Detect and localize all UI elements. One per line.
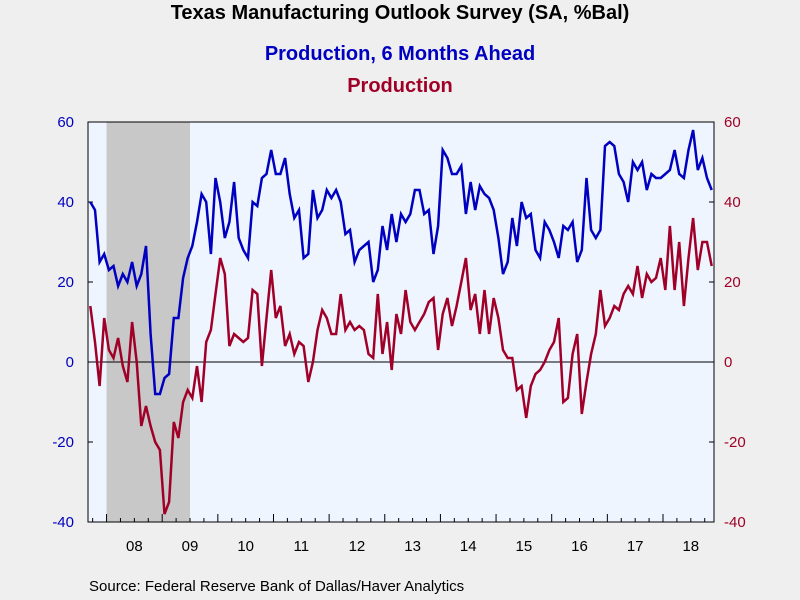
y-tick-label-left: 20 [57, 274, 74, 291]
y-tick-label-right: 40 [724, 194, 741, 211]
x-tick-label: 12 [349, 538, 366, 555]
y-tick-label-right: -20 [724, 434, 746, 451]
x-tick-label: 09 [182, 538, 199, 555]
x-tick-label: 11 [294, 538, 310, 555]
x-tick-label: 10 [237, 538, 254, 555]
plot-frame [87, 121, 715, 523]
x-tick-label: 08 [126, 538, 143, 555]
y-tick-label-right: 20 [724, 274, 741, 291]
x-tick-label: 17 [627, 538, 644, 555]
y-tick-label-right: 60 [724, 114, 741, 131]
source-note: Source: Federal Reserve Bank of Dallas/H… [89, 578, 465, 595]
y-tick-label-left: 60 [57, 114, 74, 131]
legend-production: Production [347, 75, 453, 97]
y-tick-label-right: 0 [724, 354, 732, 371]
left-axis-labels: 60 40 20 0 -20 -40 [52, 114, 74, 531]
legend-production-6-months-ahead: Production, 6 Months Ahead [264, 43, 536, 65]
series-line-production [89, 217, 713, 515]
y-tick-label-left: 40 [57, 194, 74, 211]
x-tick-label: 18 [682, 538, 699, 555]
right-axis-labels: 60 40 20 0 -20 -40 [724, 114, 746, 531]
x-tick-label: 16 [571, 538, 588, 555]
recession-shading [106, 122, 191, 522]
y-tick-label-right: -40 [724, 514, 746, 531]
series-line-production-6-months-ahead [89, 129, 713, 396]
axis-tick-marks [88, 121, 714, 523]
x-tick-label: 15 [516, 538, 533, 555]
x-tick-label: 14 [460, 538, 477, 555]
chart-title: Texas Manufacturing Outlook Survey (SA, … [170, 2, 630, 24]
x-tick-label: 13 [404, 538, 421, 555]
y-tick-label-left: -40 [52, 514, 74, 531]
y-tick-label-left: 0 [66, 354, 74, 371]
x-axis-labels: 08 09 10 11 12 13 14 15 16 17 18 [126, 538, 699, 555]
y-tick-label-left: -20 [52, 434, 74, 451]
